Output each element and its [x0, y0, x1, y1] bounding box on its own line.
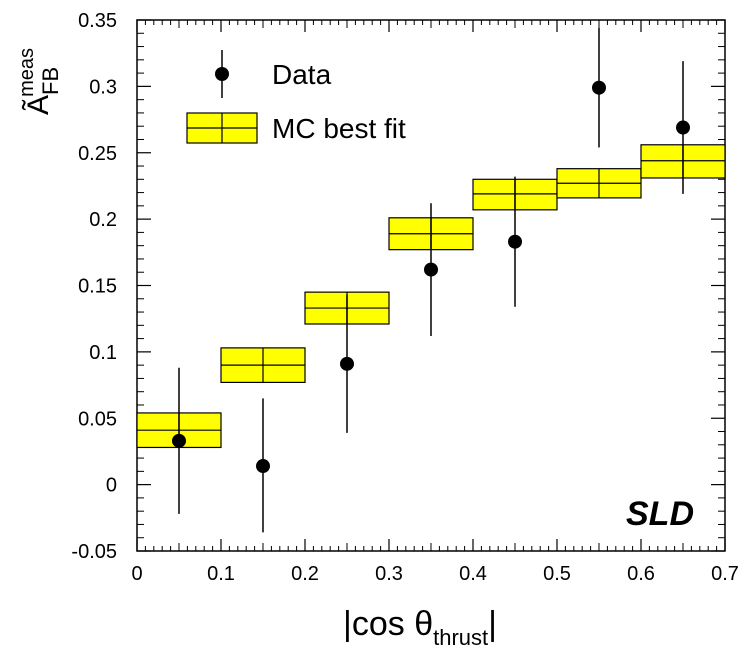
data-point-layer: [172, 27, 690, 533]
y-tick-label: 0.2: [89, 209, 117, 231]
y-tick-label: 0.05: [78, 408, 117, 430]
x-axis-label-sub: thrust: [433, 625, 488, 650]
y-axis-label: ÃFBmeas: [16, 48, 63, 115]
x-tick-label: 0.7: [711, 563, 739, 585]
y-axis-label-sub: FB: [38, 67, 63, 95]
data-point: [508, 234, 522, 249]
data-point: [424, 262, 438, 277]
y-tick-label: 0.1: [89, 342, 117, 364]
legend: Data MC best fit: [186, 50, 406, 144]
x-tick-label: 0.1: [207, 563, 235, 585]
data-point: [676, 120, 690, 135]
y-tick-label: 0.25: [78, 143, 117, 165]
x-tick-label: 0.4: [459, 563, 487, 585]
x-axis-label: |cos θthrust|: [343, 605, 497, 650]
sld-annotation: SLD: [626, 495, 694, 533]
legend-data-marker: [215, 67, 229, 81]
x-tick-label: 0.5: [543, 563, 571, 585]
data-point: [172, 433, 186, 448]
y-tick-label: 0.15: [78, 276, 117, 298]
x-tick-label: 0.6: [627, 563, 655, 585]
y-tick-label: 0.35: [78, 10, 117, 32]
legend-mc-label: MC best fit: [272, 113, 406, 144]
x-axis-label-end: |: [488, 605, 497, 643]
axis-labels: |cos θthrust| ÃFBmeas: [16, 48, 497, 650]
y-tick-label: -0.05: [71, 541, 117, 563]
legend-data-label: Data: [272, 59, 332, 90]
x-tick-label: 0: [131, 563, 142, 585]
x-tick-label: 0.3: [375, 563, 403, 585]
x-tick-label: 0.2: [291, 563, 319, 585]
y-axis-label-sup: meas: [16, 48, 38, 97]
y-axis-label-main: Ã: [21, 95, 55, 115]
x-axis-label-main: |cos θ: [343, 605, 433, 643]
data-point: [592, 80, 606, 95]
y-tick-label: 0: [106, 475, 117, 497]
y-tick-label: 0.3: [89, 76, 117, 98]
data-point: [256, 459, 270, 474]
data-point: [340, 356, 354, 371]
